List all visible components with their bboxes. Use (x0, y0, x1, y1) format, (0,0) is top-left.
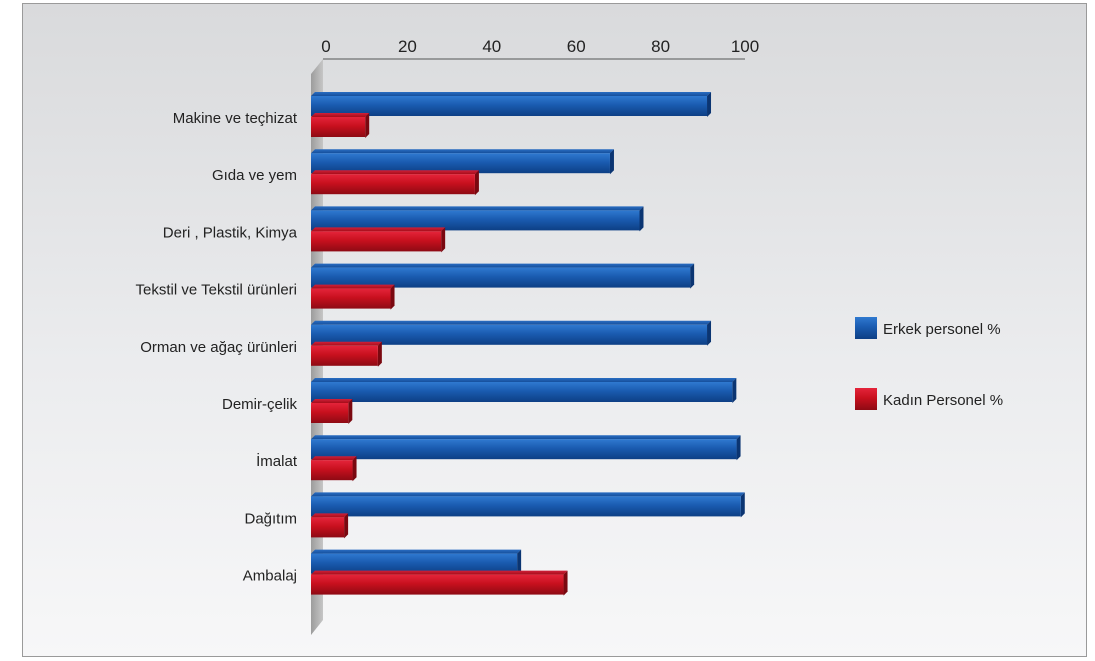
bar-erkek (311, 549, 522, 575)
legend-label-erkek: Erkek personel % (883, 321, 1001, 338)
x-tick-labels: 0 20 40 60 80 100 (321, 37, 759, 56)
bar-kadin (311, 284, 395, 310)
chart-frame: 0 20 40 60 80 100 Makine ve teçhizat Gıda ve y… (22, 3, 1087, 657)
category-label: Makine ve teçhizat (173, 110, 298, 127)
bar-erkek (311, 263, 695, 289)
bar-kadin (311, 570, 568, 596)
category-labels: Makine ve teçhizat Gıda ve yem Deri , Plas… (136, 110, 298, 585)
x-tick-label: 80 (651, 37, 670, 56)
category-label: Demir-çelik (222, 396, 298, 413)
bar-erkek (311, 492, 745, 518)
bar-erkek (311, 435, 741, 461)
bar-erkek (311, 149, 614, 175)
x-tick-label: 100 (731, 37, 759, 56)
bars (311, 92, 745, 596)
category-label: Ambalaj (243, 568, 297, 585)
x-tick-label: 20 (398, 37, 417, 56)
bar-erkek (311, 92, 712, 117)
category-label: Dağıtım (244, 510, 297, 527)
bar-kadin (311, 227, 446, 253)
bar-kadin (311, 513, 349, 539)
legend: Erkek personel % Kadın Personel % (855, 317, 1003, 410)
x-tick-label: 0 (321, 37, 330, 56)
bar-kadin (311, 399, 353, 424)
legend-swatch-erkek (855, 317, 877, 339)
category-label: Tekstil ve Tekstil ürünleri (136, 282, 297, 299)
category-label: Gıda ve yem (212, 167, 297, 184)
bar-kadin (311, 113, 370, 138)
category-label: Deri , Plastik, Kimya (163, 224, 298, 241)
legend-label-kadin: Kadın Personel % (883, 392, 1003, 409)
x-tick-label: 40 (482, 37, 501, 56)
bar-kadin (311, 456, 357, 482)
bar-kadin (311, 341, 382, 367)
bar-erkek (311, 320, 712, 346)
bar-chart: 0 20 40 60 80 100 Makine ve teçhizat Gıda ve y… (136, 37, 1003, 635)
legend-swatch-kadin (855, 388, 877, 410)
bar-erkek (311, 206, 644, 232)
bar-erkek (311, 378, 737, 403)
bar-kadin (311, 170, 479, 196)
x-tick-label: 60 (567, 37, 586, 56)
category-label: İmalat (256, 452, 298, 470)
category-label: Orman ve ağaç ürünleri (140, 339, 297, 356)
